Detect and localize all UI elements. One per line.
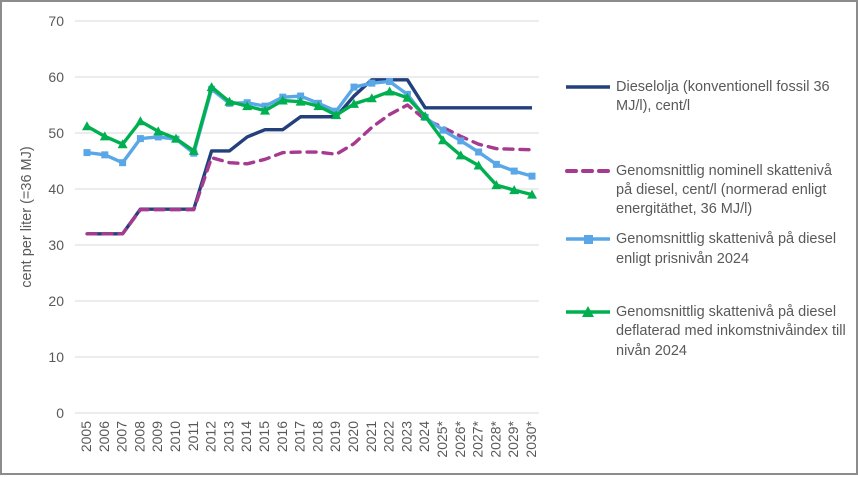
series-marker-triangle (242, 101, 253, 111)
series-marker-triangle (82, 121, 92, 131)
y-tick-label: 30 (48, 237, 64, 253)
x-tick-label: 2009 (149, 421, 165, 452)
x-tick-label: 2022 (381, 421, 397, 452)
series-marker-square (297, 92, 305, 100)
series-marker-triangle (331, 110, 342, 120)
legend-item-nominell-skatteniva: Genomsnittlig nominell skattenivå på die… (565, 162, 853, 220)
x-tick-label: 2008 (131, 421, 147, 452)
series-marker-triangle (420, 111, 431, 121)
x-tick-label: 2005 (78, 421, 94, 452)
y-tick-label: 60 (48, 69, 64, 85)
series-marker-triangle (295, 96, 306, 106)
series-marker-triangle (527, 189, 537, 199)
x-tick-label: 2021 (363, 421, 379, 452)
x-tick-label: 2027* (470, 420, 486, 457)
series-marker-triangle (349, 98, 359, 108)
series-marker-triangle (117, 139, 128, 149)
series-marker-triangle (509, 185, 520, 195)
legend-line-dashed-purple-icon (565, 162, 611, 181)
x-tick-label: 2019 (327, 421, 343, 452)
legend-item-skatteniva-prisnivan: Genomsnittlig skattenivå på diesel enlig… (565, 230, 853, 269)
series-marker-triangle (384, 86, 395, 96)
y-tick-label: 40 (48, 181, 64, 197)
series-marker-triangle (438, 135, 448, 145)
legend-line-square-lightblue-icon (565, 230, 611, 249)
legend-label: Dieselolja (konventionell fossil 36 MJ/l… (616, 79, 830, 115)
y-tick-label: 10 (48, 349, 64, 365)
chart-legend: Dieselolja (konventionell fossil 36 MJ/l… (565, 78, 853, 361)
y-axis-title: cent per liter (=36 MJ) (19, 146, 35, 287)
legend-line-triangle-green-icon (565, 303, 611, 322)
x-tick-label: 2013 (220, 421, 236, 452)
x-tick-label: 2026* (452, 420, 468, 457)
legend-label: Genomsnittlig nominell skattenivå på die… (616, 162, 832, 218)
series-marker-triangle (206, 82, 217, 92)
x-tick-label: 2024 (416, 421, 432, 452)
series-line-1 (85, 103, 534, 236)
series-marker-triangle (277, 95, 288, 105)
series-line-3 (86, 85, 533, 197)
series-marker-square (439, 126, 447, 134)
legend-label: Genomsnittlig skattenivå på diesel enlig… (616, 231, 837, 267)
series-marker-square (154, 133, 162, 141)
x-tick-label: 2010 (167, 421, 183, 452)
y-tick-label: 0 (56, 405, 64, 421)
x-tick-label: 2012 (203, 421, 219, 452)
series-marker-square (475, 148, 483, 156)
series-marker-square (386, 77, 394, 85)
legend-line-solid-navy-icon (565, 78, 611, 97)
series-marker-triangle (260, 105, 270, 115)
x-tick-label: 2014 (238, 421, 254, 452)
x-tick-label: 2025* (434, 420, 450, 457)
legend-item-dieselolja: Dieselolja (konventionell fossil 36 MJ/l… (565, 78, 853, 117)
y-tick-label: 20 (48, 293, 64, 309)
legend-item-skatteniva-deflaterad: Genomsnittlig skattenivå på diesel defla… (565, 303, 853, 361)
y-tick-label: 50 (48, 125, 64, 141)
series-marker-square (528, 172, 536, 180)
series-marker-square (510, 167, 518, 175)
series-marker-square (119, 159, 127, 167)
x-tick-label: 2016 (274, 421, 290, 452)
x-tick-label: 2018 (309, 421, 325, 452)
legend-label: Genomsnittlig skattenivå på diesel defla… (616, 303, 846, 359)
series-marker-triangle (313, 101, 324, 111)
series-marker-square (492, 160, 500, 168)
series-marker-triangle (455, 150, 466, 160)
x-tick-label: 2030* (523, 420, 539, 457)
series-marker-square (101, 151, 109, 159)
series-marker-triangle (153, 126, 164, 136)
series-marker-triangle (402, 92, 413, 102)
series-marker-square (457, 137, 465, 145)
series-marker-triangle (224, 96, 235, 106)
series-marker-triangle (491, 180, 502, 190)
series-marker-triangle (366, 93, 377, 103)
series-marker-triangle (135, 116, 146, 126)
series-marker-triangle (473, 160, 484, 170)
x-tick-label: 2017 (292, 421, 308, 452)
series-marker-square (350, 83, 358, 91)
x-tick-label: 2023 (398, 421, 414, 452)
x-tick-label: 2006 (96, 421, 112, 452)
series-marker-triangle (99, 131, 110, 141)
y-tick-label: 70 (48, 13, 64, 29)
x-tick-label: 2007 (114, 421, 130, 452)
x-tick-label: 2015 (256, 421, 272, 452)
series-marker-triangle (188, 145, 199, 155)
series-marker-square (136, 135, 144, 143)
series-marker-triangle (171, 133, 181, 143)
x-tick-label: 2028* (487, 420, 503, 457)
x-tick-label: 2011 (185, 421, 201, 451)
x-tick-label: 2020 (345, 421, 361, 452)
x-tick-label: 2029* (505, 420, 521, 457)
series-marker-square (368, 79, 376, 87)
series-marker-square (83, 149, 91, 157)
